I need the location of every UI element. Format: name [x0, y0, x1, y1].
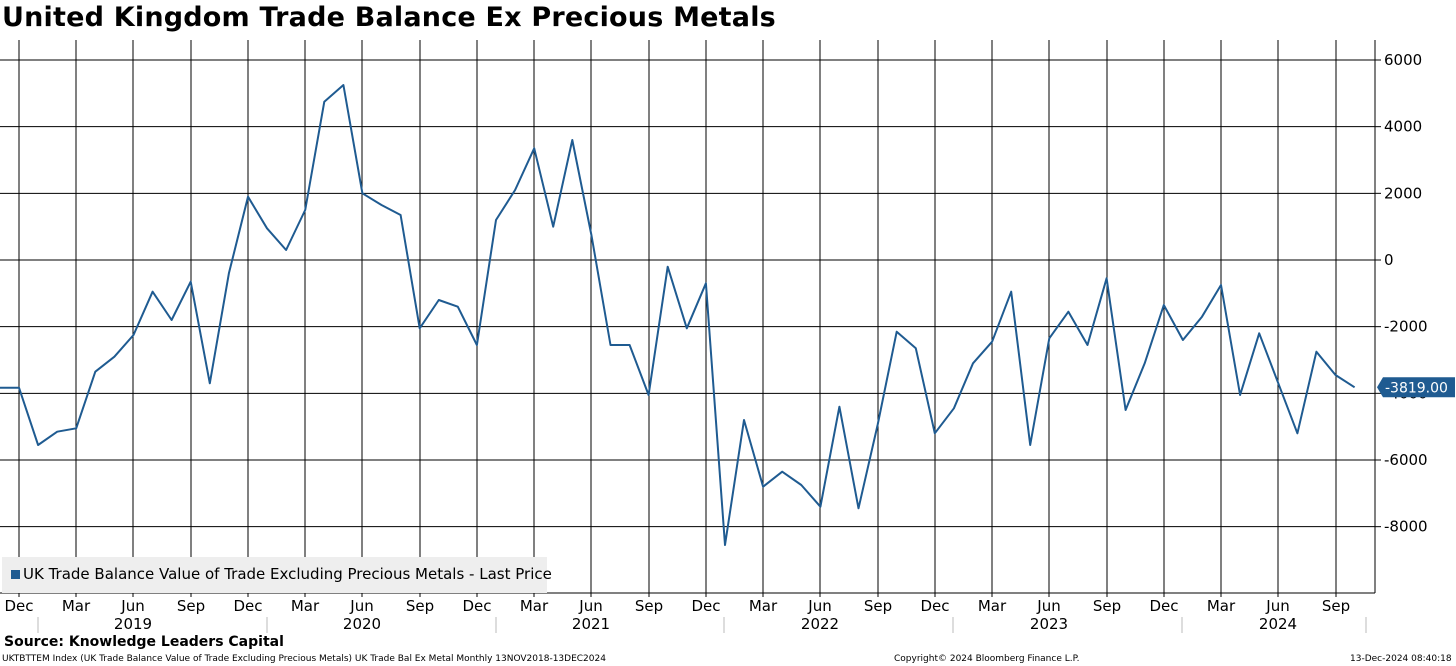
x-month-label: Dec — [4, 597, 33, 615]
x-month-label: Mar — [520, 597, 549, 615]
x-month-label: Sep — [864, 597, 892, 615]
x-month-label: Sep — [406, 597, 434, 615]
x-year-label: 2024 — [1259, 615, 1297, 633]
y-tick-label: -8000 — [1384, 518, 1428, 536]
y-tick-label: 0 — [1384, 251, 1394, 269]
y-tick-label: -2000 — [1384, 318, 1428, 336]
x-month-label: Sep — [635, 597, 663, 615]
x-month-label: Mar — [1207, 597, 1236, 615]
x-year-label: 2022 — [801, 615, 839, 633]
legend-swatch — [11, 570, 20, 579]
x-month-label: Jun — [349, 597, 373, 615]
x-month-label: Dec — [920, 597, 949, 615]
x-month-label: Dec — [233, 597, 262, 615]
x-month-label: Mar — [62, 597, 91, 615]
last-value-marker: -3819.00 — [1377, 377, 1455, 398]
footer-ticker-info: UKTBTTEM Index (UK Trade Balance Value o… — [2, 654, 606, 664]
x-month-label: Jun — [807, 597, 831, 615]
footer-copyright: Copyright© 2024 Bloomberg Finance L.P. — [894, 654, 1080, 664]
footer-timestamp: 13-Dec-2024 08:40:18 — [1350, 654, 1452, 664]
chart-title: United Kingdom Trade Balance Ex Precious… — [2, 2, 776, 33]
x-month-label: Mar — [291, 597, 320, 615]
x-month-label: Mar — [749, 597, 778, 615]
x-month-label: Mar — [978, 597, 1007, 615]
source-note: Source: Knowledge Leaders Capital — [4, 634, 284, 650]
x-year-label: 2020 — [343, 615, 381, 633]
y-tick-label: 6000 — [1384, 51, 1422, 69]
y-tick-label: 2000 — [1384, 184, 1422, 202]
x-year-label: 2023 — [1030, 615, 1068, 633]
x-month-label: Jun — [578, 597, 602, 615]
y-tick-label: -6000 — [1384, 451, 1428, 469]
x-year-label: 2021 — [572, 615, 610, 633]
x-month-label: Dec — [1149, 597, 1178, 615]
legend — [2, 557, 547, 593]
tick-labels: 6000400020000-2000-4000-6000-8000DecMarJ… — [4, 51, 1455, 633]
x-month-label: Jun — [1265, 597, 1289, 615]
series — [0, 84, 1356, 546]
x-month-label: Jun — [1036, 597, 1060, 615]
y-tick-label: 4000 — [1384, 118, 1422, 136]
series-line — [0, 84, 1356, 546]
x-year-label: 2019 — [114, 615, 152, 633]
x-month-label: Jun — [120, 597, 144, 615]
x-month-label: Sep — [1322, 597, 1350, 615]
last-value-badge — [1377, 377, 1455, 398]
axes — [0, 40, 1381, 633]
x-month-label: Sep — [1093, 597, 1121, 615]
x-month-label: Dec — [691, 597, 720, 615]
last-value-text: -3819.00 — [1385, 380, 1448, 396]
x-month-label: Dec — [462, 597, 491, 615]
grid — [0, 40, 1375, 593]
x-month-label: Sep — [177, 597, 205, 615]
legend-label: UK Trade Balance Value of Trade Excludin… — [23, 565, 552, 583]
